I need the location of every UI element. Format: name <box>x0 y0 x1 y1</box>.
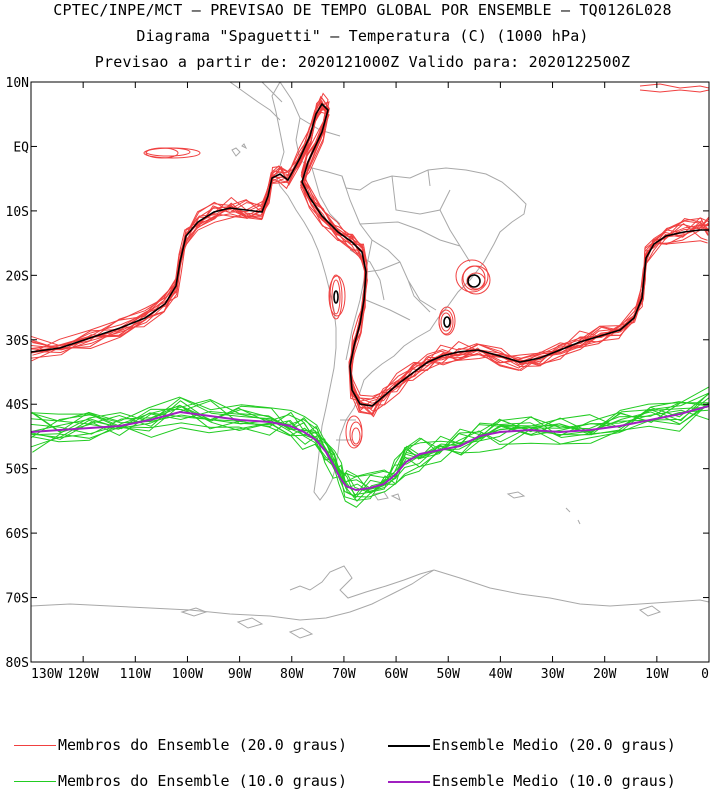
title-line-3: Previsao a partir de: 2020121000Z Valido… <box>94 53 631 71</box>
lon-label: 100W <box>172 667 203 682</box>
ensemble-members-20 <box>31 92 709 418</box>
lon-label: 10W <box>645 667 669 682</box>
central-america-coast <box>229 82 283 121</box>
ensemble-member-10-line <box>32 386 709 496</box>
lat-label: 80S <box>6 656 29 671</box>
ensemble-member-20-line <box>31 99 709 415</box>
legend-swatch-members-10 <box>14 781 56 782</box>
ensemble-member-20-line <box>32 100 709 410</box>
lat-label: EQ <box>13 140 29 155</box>
lon-label: 20W <box>593 667 617 682</box>
title-line-2: Diagrama "Spaguetti" – Temperatura (C) (… <box>136 27 589 45</box>
south-america-coast <box>271 82 527 501</box>
ensemble-closed-contours-20 <box>143 83 709 449</box>
lat-label: 50S <box>6 463 29 478</box>
country-borders <box>299 117 471 361</box>
ensemble-member-10-line <box>31 392 709 499</box>
ensemble-member-10-line <box>32 397 709 502</box>
title-line-1: CPTEC/INPE/MCT – PREVISAO DE TEMPO GLOBA… <box>53 1 672 19</box>
ensemble-member-10-line <box>31 403 709 508</box>
legend-label-members-20: Membros do Ensemble (20.0 graus) <box>58 736 347 754</box>
antarctica-coast <box>31 565 709 621</box>
lon-label: 70W <box>332 667 356 682</box>
lon-label: 80W <box>280 667 304 682</box>
lat-label: 30S <box>6 334 29 349</box>
ensemble-member-10-line <box>31 401 709 494</box>
legend-swatch-mean-20 <box>388 745 430 747</box>
ensemble-member-20-line <box>31 105 709 415</box>
ensemble-mean-10 <box>31 405 709 492</box>
ensemble-member-20-line <box>31 97 709 397</box>
legend-swatch-members-20 <box>14 745 56 746</box>
antarctica-islands <box>180 605 662 639</box>
legend-label-members-10: Membros do Ensemble (10.0 graus) <box>58 772 347 790</box>
lat-label: 10N <box>6 76 29 91</box>
spaghetti-map: 10N EQ 10S 20S 30S 40S 50S 60S 70S 80S 130W 120W 11… <box>6 76 710 682</box>
galapagos <box>231 143 248 157</box>
ensemble-member-10-line <box>31 398 708 490</box>
lon-label: 110W <box>120 667 151 682</box>
ensemble-member-20-line <box>31 100 709 413</box>
ensemble-member-10-line <box>31 402 709 480</box>
longitude-labels: 130W 120W 110W 100W 90W 80W 70W 60W 50W 40W 30W 20W… <box>31 667 709 682</box>
south-georgia <box>506 491 581 525</box>
ensemble-mean-20 <box>31 102 709 407</box>
ensemble-member-20-line <box>32 108 709 404</box>
ensemble-member-10-line <box>31 396 709 483</box>
ensemble-member-20-line <box>31 106 708 413</box>
axis-ticks <box>30 81 710 663</box>
lon-label: 40W <box>489 667 513 682</box>
legend-label-mean-10: Ensemble Medio (10.0 graus) <box>432 772 676 790</box>
south-america-borders-lower <box>336 249 385 441</box>
lon-label: 120W <box>67 667 98 682</box>
lon-label: 30W <box>541 667 565 682</box>
lon-label: 90W <box>228 667 252 682</box>
lat-label: 20S <box>6 269 29 284</box>
latitude-labels: 10N EQ 10S 20S 30S 40S 50S 60S 70S 80S <box>6 76 30 671</box>
ensemble-member-20-line <box>31 101 709 418</box>
lon-label: 130W <box>31 667 62 682</box>
lat-label: 10S <box>6 205 29 220</box>
ensemble-member-20-line <box>32 101 709 400</box>
legend-label-mean-20: Ensemble Medio (20.0 graus) <box>432 736 676 754</box>
ensemble-member-10-line <box>31 393 709 497</box>
lon-label: 50W <box>436 667 460 682</box>
lat-label: 40S <box>6 398 29 413</box>
lon-label: 60W <box>384 667 408 682</box>
coastline-layer <box>31 82 709 639</box>
ensemble-member-10-line <box>31 400 709 492</box>
lat-label: 60S <box>6 527 29 542</box>
lon-label: 0 <box>701 667 709 682</box>
plot-frame <box>30 81 710 663</box>
lat-label: 70S <box>6 592 29 607</box>
ensemble-member-20-line <box>31 107 708 406</box>
falklands <box>373 491 401 501</box>
legend-swatch-mean-10 <box>388 781 430 783</box>
ensemble-member-10-line <box>31 402 709 501</box>
ensemble-mean-closed-contours-20 <box>333 274 481 328</box>
ensemble-member-20-line <box>31 111 708 416</box>
